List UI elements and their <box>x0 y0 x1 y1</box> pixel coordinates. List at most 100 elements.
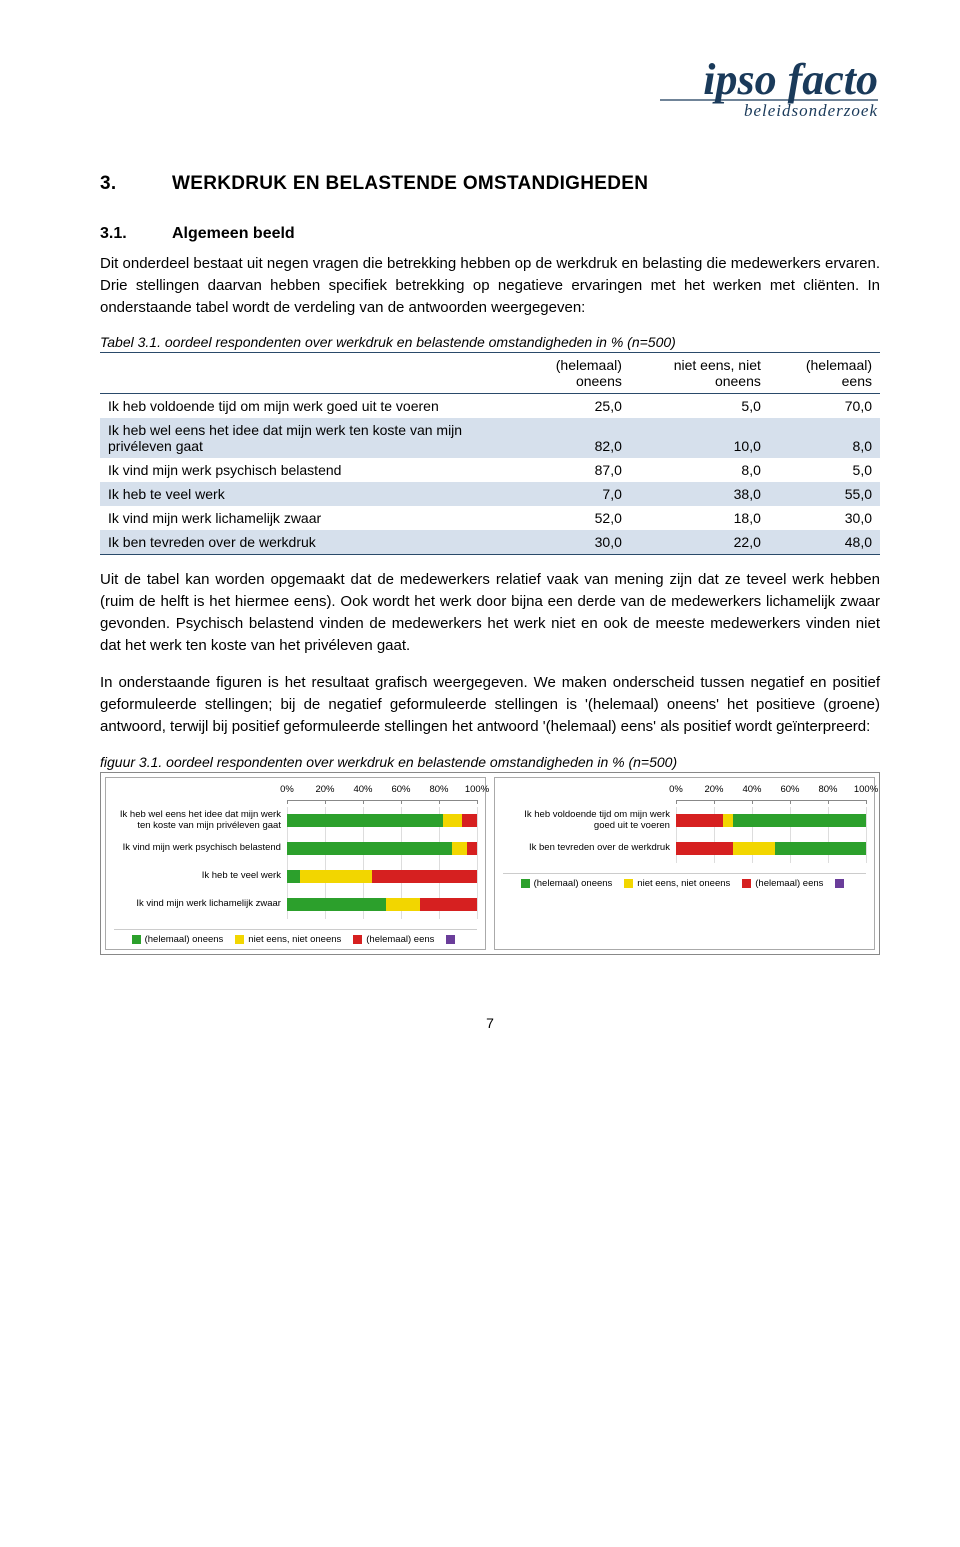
logo: ipso facto beleidsonderzoek <box>100 50 880 133</box>
chart-bar-row <box>676 807 866 835</box>
chart-bar-row <box>676 835 866 863</box>
table-cell-value: 70,0 <box>769 394 880 419</box>
table-row: Ik heb wel eens het idee dat mijn werk t… <box>100 418 880 458</box>
chart-bar-row <box>287 835 477 863</box>
table-header-cell: (helemaal) eens <box>769 353 880 394</box>
chart-row-label: Ik vind mijn werk psychisch belastend <box>114 835 281 863</box>
chart-row-label: Ik vind mijn werk lichamelijk zwaar <box>114 891 281 919</box>
table-cell-label: Ik ben tevreden over de werkdruk <box>100 530 506 555</box>
bar-segment <box>300 870 372 883</box>
table-row: Ik ben tevreden over de werkdruk30,022,0… <box>100 530 880 555</box>
legend-label: (helemaal) oneens <box>145 934 224 945</box>
table-cell-label: Ik heb te veel werk <box>100 482 506 506</box>
legend-item: (helemaal) oneens <box>132 934 224 945</box>
legend-swatch <box>624 879 633 888</box>
table-cell-value: 18,0 <box>630 506 769 530</box>
legend-item <box>835 878 848 889</box>
charts-container: 0%20%40%60%80%100%Ik heb wel eens het id… <box>100 772 880 955</box>
page-number: 7 <box>100 1015 880 1031</box>
table-header-cell <box>100 353 506 394</box>
chart-bar-row <box>287 891 477 919</box>
bar-segment <box>420 898 477 911</box>
legend-label: niet eens, niet oneens <box>248 934 341 945</box>
legend-label: niet eens, niet oneens <box>637 878 730 889</box>
legend-swatch <box>235 935 244 944</box>
table-cell-value: 38,0 <box>630 482 769 506</box>
chart-row-label: Ik heb voldoende tijd om mijn werk goed … <box>503 807 670 835</box>
section-heading: 3.1. Algemeen beeld <box>100 225 880 243</box>
chart-row-label: Ik heb wel eens het idee dat mijn werk t… <box>114 807 281 835</box>
table-header-cell: niet eens, niet oneens <box>630 353 769 394</box>
chart-bar-row <box>287 863 477 891</box>
results-table: (helemaal) oneens niet eens, niet oneens… <box>100 352 880 555</box>
table-cell-value: 30,0 <box>769 506 880 530</box>
section-number: 3.1. <box>100 225 172 243</box>
table-cell-value: 30,0 <box>506 530 630 555</box>
table-header-cell: (helemaal) oneens <box>506 353 630 394</box>
chapter-number: 3. <box>100 173 172 195</box>
table-cell-value: 8,0 <box>630 458 769 482</box>
section-title: Algemeen beeld <box>172 225 295 243</box>
table-cell-value: 82,0 <box>506 418 630 458</box>
legend-item: niet eens, niet oneens <box>624 878 730 889</box>
table-cell-value: 5,0 <box>630 394 769 419</box>
table-cell-value: 22,0 <box>630 530 769 555</box>
table-cell-value: 55,0 <box>769 482 880 506</box>
logo-sub: beleidsonderzoek <box>744 101 878 120</box>
chart-legend: (helemaal) oneens niet eens, niet oneens (… <box>114 929 477 945</box>
bar-segment <box>287 814 443 827</box>
bar-segment <box>723 814 733 827</box>
page: ipso facto beleidsonderzoek 3. WERKDRUK … <box>0 0 960 1071</box>
legend-item: niet eens, niet oneens <box>235 934 341 945</box>
legend-item: (helemaal) eens <box>742 878 823 889</box>
bar-segment <box>733 842 775 855</box>
table-cell-label: Ik heb wel eens het idee dat mijn werk t… <box>100 418 506 458</box>
table-caption: Tabel 3.1. oordeel respondenten over wer… <box>100 334 880 350</box>
intro-paragraph: Dit onderdeel bestaat uit negen vragen d… <box>100 253 880 318</box>
bar-segment <box>287 842 452 855</box>
legend-item <box>446 934 459 945</box>
bar-segment <box>462 814 477 827</box>
bar-segment <box>733 814 866 827</box>
bar-segment <box>676 842 733 855</box>
table-cell-value: 25,0 <box>506 394 630 419</box>
bar-segment <box>467 842 477 855</box>
legend-swatch <box>835 879 844 888</box>
chart-row-label: Ik ben tevreden over de werkdruk <box>503 835 670 863</box>
bar-segment <box>775 842 866 855</box>
table-cell-value: 52,0 <box>506 506 630 530</box>
table-cell-value: 8,0 <box>769 418 880 458</box>
table-cell-value: 5,0 <box>769 458 880 482</box>
chapter-heading: 3. WERKDRUK EN BELASTENDE OMSTANDIGHEDEN <box>100 173 880 195</box>
table-row: Ik heb te veel werk7,038,055,0 <box>100 482 880 506</box>
chart-legend: (helemaal) oneens niet eens, niet oneens (… <box>503 873 866 889</box>
legend-swatch <box>742 879 751 888</box>
table-cell-label: Ik vind mijn werk lichamelijk zwaar <box>100 506 506 530</box>
logo-main: ipso facto <box>703 55 878 104</box>
table-cell-label: Ik vind mijn werk psychisch belastend <box>100 458 506 482</box>
legend-label: (helemaal) oneens <box>534 878 613 889</box>
bar-segment <box>372 870 477 883</box>
table-cell-value: 10,0 <box>630 418 769 458</box>
legend-label: (helemaal) eens <box>366 934 434 945</box>
chart-positive-statements: 0%20%40%60%80%100%Ik heb voldoende tijd … <box>494 777 875 950</box>
chapter-title: WERKDRUK EN BELASTENDE OMSTANDIGHEDEN <box>172 173 648 195</box>
table-cell-value: 87,0 <box>506 458 630 482</box>
chart-row-label: Ik heb te veel werk <box>114 863 281 891</box>
bar-segment <box>443 814 462 827</box>
legend-swatch <box>521 879 530 888</box>
bar-segment <box>287 898 386 911</box>
table-row: Ik heb voldoende tijd om mijn werk goed … <box>100 394 880 419</box>
table-row: Ik vind mijn werk psychisch belastend87,… <box>100 458 880 482</box>
legend-swatch <box>132 935 141 944</box>
bar-segment <box>287 870 300 883</box>
bar-segment <box>386 898 420 911</box>
table-cell-value: 7,0 <box>506 482 630 506</box>
figure-caption: figuur 3.1. oordeel respondenten over we… <box>100 754 880 770</box>
analysis-paragraph-1: Uit de tabel kan worden opgemaakt dat de… <box>100 569 880 656</box>
legend-item: (helemaal) oneens <box>521 878 613 889</box>
legend-swatch <box>446 935 455 944</box>
table-cell-label: Ik heb voldoende tijd om mijn werk goed … <box>100 394 506 419</box>
table-cell-value: 48,0 <box>769 530 880 555</box>
bar-segment <box>452 842 467 855</box>
